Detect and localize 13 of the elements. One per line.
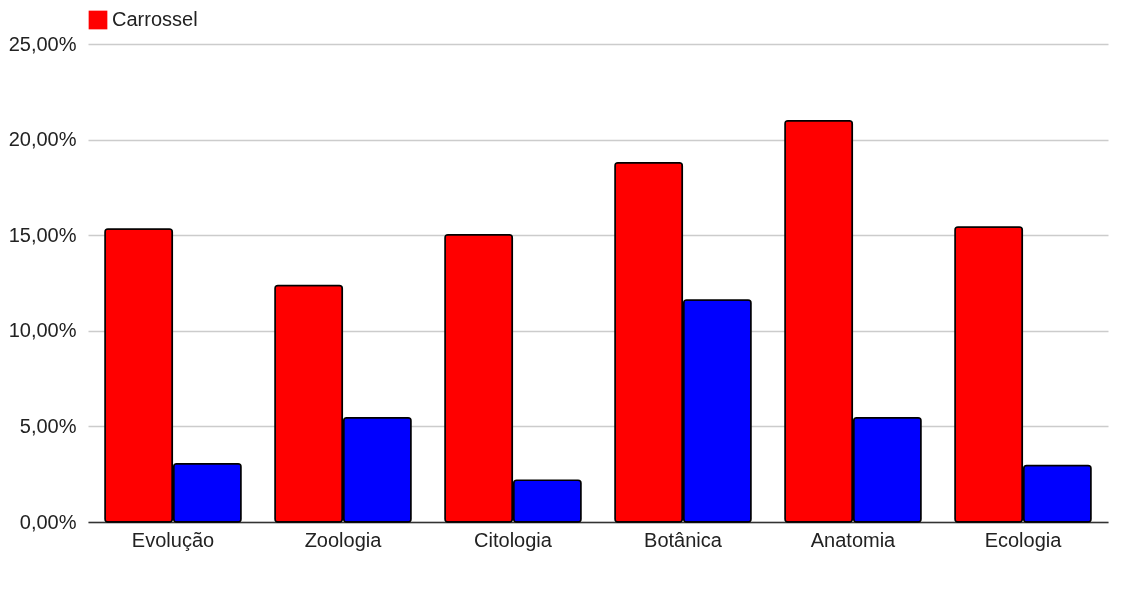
y-tick-label: 15,00% [8,223,77,246]
x-tick-label: Botânica [644,528,723,551]
x-tick-label: Anatomia [810,528,897,551]
x-tick-label: Zoologia [304,528,383,551]
y-tick-label: 0,00% [19,510,77,533]
y-tick-label: 20,00% [8,128,77,151]
y-tick-label: 25,00% [8,32,77,55]
y-tick-label: 5,00% [19,414,77,437]
y-tick-label: 10,00% [8,319,77,342]
x-tick-label: Ecologia [984,528,1063,551]
x-tick-label: Citologia [474,528,553,551]
x-tick-label: Evolução [131,528,215,551]
legend-label: Carrossel [112,8,198,30]
